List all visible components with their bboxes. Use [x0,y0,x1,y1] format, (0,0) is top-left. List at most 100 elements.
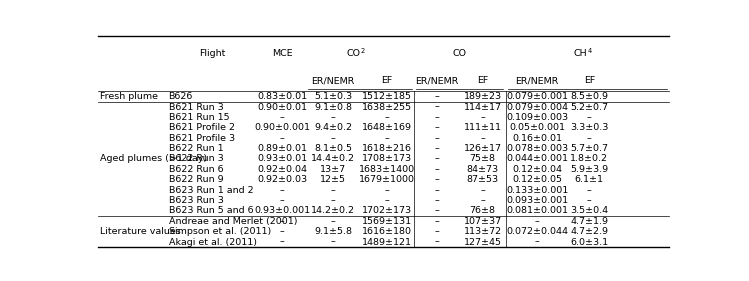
Text: –: – [280,196,285,205]
Text: B623 Run 1 and 2: B623 Run 1 and 2 [169,186,253,195]
Text: B621 Run 3: B621 Run 3 [169,103,223,112]
Text: ER/NEMR: ER/NEMR [515,76,559,85]
Text: –: – [280,134,285,143]
Text: CO: CO [346,49,360,58]
Text: 1683±1400: 1683±1400 [359,165,415,174]
Text: B621 Profile 3: B621 Profile 3 [169,134,234,143]
Text: 9.4±0.2: 9.4±0.2 [314,123,352,132]
Text: –: – [280,227,285,236]
Text: 8.5±0.9: 8.5±0.9 [570,92,608,101]
Text: 5.2±0.7: 5.2±0.7 [570,103,608,112]
Text: –: – [434,237,439,247]
Text: –: – [434,134,439,143]
Text: B623 Run 5 and 6: B623 Run 5 and 6 [169,207,253,216]
Text: 0.92±0.03: 0.92±0.03 [257,175,307,184]
Text: 9.1±0.8: 9.1±0.8 [314,103,352,112]
Text: –: – [331,113,336,122]
Text: –: – [587,113,592,122]
Text: –: – [434,123,439,132]
Text: –: – [434,144,439,153]
Text: 126±17: 126±17 [464,144,502,153]
Text: 12±5: 12±5 [320,175,346,184]
Text: –: – [434,207,439,216]
Text: –: – [385,113,389,122]
Text: 4.7±1.9: 4.7±1.9 [570,217,608,226]
Text: 189±23: 189±23 [464,92,502,101]
Text: CO: CO [453,49,467,58]
Text: –: – [480,113,485,122]
Text: 1489±121: 1489±121 [362,237,412,247]
Text: B622 Run 9: B622 Run 9 [169,175,223,184]
Text: 0.044±0.001: 0.044±0.001 [506,155,568,164]
Text: Akagi et al. (2011): Akagi et al. (2011) [169,237,256,247]
Text: Andreae and Merlet (2001): Andreae and Merlet (2001) [169,217,297,226]
Text: –: – [331,217,336,226]
Text: –: – [331,237,336,247]
Text: 2: 2 [360,48,364,54]
Text: Fresh plume: Fresh plume [100,92,158,101]
Text: B622 Run 6: B622 Run 6 [169,165,223,174]
Text: –: – [331,134,336,143]
Text: –: – [280,217,285,226]
Text: 0.92±0.04: 0.92±0.04 [257,165,307,174]
Text: Flight: Flight [199,49,225,58]
Text: 84±73: 84±73 [467,165,499,174]
Text: 0.079±0.001: 0.079±0.001 [506,92,568,101]
Text: 0.93±0.01: 0.93±0.01 [257,155,307,164]
Text: 0.93±0.001: 0.93±0.001 [254,207,310,216]
Text: 114±17: 114±17 [464,103,502,112]
Text: B621 Run 15: B621 Run 15 [169,113,229,122]
Text: –: – [480,186,485,195]
Text: 8.1±0.5: 8.1±0.5 [314,144,352,153]
Text: B623 Run 3: B623 Run 3 [169,196,223,205]
Text: B621 Profile 2: B621 Profile 2 [169,123,234,132]
Text: 3.3±0.3: 3.3±0.3 [570,123,608,132]
Text: 76±8: 76±8 [470,207,496,216]
Text: EF: EF [583,76,595,85]
Text: 0.078±0.003: 0.078±0.003 [506,144,568,153]
Text: 1616±180: 1616±180 [362,227,412,236]
Text: –: – [434,217,439,226]
Text: –: – [587,196,592,205]
Text: Literature values: Literature values [100,227,181,236]
Text: ER/NEMR: ER/NEMR [312,76,355,85]
Text: Aged plumes (>1 day): Aged plumes (>1 day) [100,155,207,164]
Text: 4.7±2.9: 4.7±2.9 [570,227,608,236]
Text: 5.7±0.7: 5.7±0.7 [570,144,608,153]
Text: 5.1±0.3: 5.1±0.3 [314,92,352,101]
Text: –: – [331,186,336,195]
Text: 0.12±0.04: 0.12±0.04 [512,165,562,174]
Text: –: – [385,186,389,195]
Text: –: – [480,134,485,143]
Text: 14.2±0.2: 14.2±0.2 [311,207,355,216]
Text: 127±45: 127±45 [464,237,502,247]
Text: MCE: MCE [272,49,293,58]
Text: –: – [587,186,592,195]
Text: 1648±169: 1648±169 [362,123,412,132]
Text: 14.4±0.2: 14.4±0.2 [311,155,355,164]
Text: 0.109±0.003: 0.109±0.003 [506,113,568,122]
Text: –: – [480,196,485,205]
Text: 0.081±0.001: 0.081±0.001 [506,207,568,216]
Text: Simpson et al. (2011): Simpson et al. (2011) [169,227,270,236]
Text: 107±37: 107±37 [464,217,502,226]
Text: –: – [535,217,539,226]
Text: 0.12±0.05: 0.12±0.05 [512,175,562,184]
Text: 0.093±0.001: 0.093±0.001 [506,196,568,205]
Text: 0.90±0.001: 0.90±0.001 [254,123,310,132]
Text: –: – [434,175,439,184]
Text: –: – [331,196,336,205]
Text: 111±11: 111±11 [464,123,502,132]
Text: 3.5±0.4: 3.5±0.4 [570,207,608,216]
Text: –: – [434,196,439,205]
Text: –: – [385,134,389,143]
Text: 0.133±0.001: 0.133±0.001 [506,186,568,195]
Text: CH: CH [574,49,588,58]
Text: 0.83±0.01: 0.83±0.01 [257,92,307,101]
Text: 1569±131: 1569±131 [362,217,412,226]
Text: 113±72: 113±72 [464,227,502,236]
Text: EF: EF [477,76,488,85]
Text: 1618±216: 1618±216 [362,144,412,153]
Text: –: – [280,237,285,247]
Text: –: – [434,103,439,112]
